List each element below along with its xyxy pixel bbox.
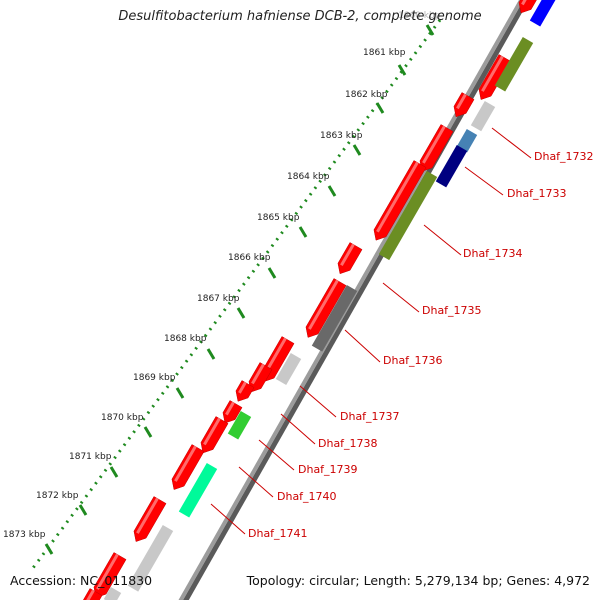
cds-highlight bbox=[203, 417, 221, 446]
scale-tick-label: 1865 kbp bbox=[257, 213, 300, 223]
cog-feature bbox=[456, 129, 478, 153]
scale-tick-label: 1868 kbp bbox=[164, 334, 207, 344]
scale-tick-label: 1862 kbp bbox=[345, 90, 388, 100]
cds-arrow bbox=[171, 444, 205, 490]
scale-tick-mark bbox=[109, 466, 119, 478]
cog-feature bbox=[227, 411, 252, 440]
scale-tick-mark bbox=[206, 348, 216, 360]
cds-arrow bbox=[248, 362, 273, 393]
cds-highlight bbox=[86, 589, 95, 600]
gene-label: Dhaf_1732 bbox=[534, 150, 594, 163]
scale-tick-label: 1871 kbp bbox=[69, 452, 112, 462]
scale-tick-mark bbox=[143, 426, 153, 438]
scale-tick-mark bbox=[267, 267, 277, 279]
scale-tick-mark bbox=[352, 144, 362, 156]
gene-label: Dhaf_1740 bbox=[277, 490, 337, 503]
cog-feature bbox=[127, 525, 174, 592]
scale-tick-label: 1867 kbp bbox=[197, 294, 240, 304]
cds-highlight bbox=[96, 553, 119, 590]
cds-arrow bbox=[337, 242, 363, 275]
cds-track bbox=[83, 0, 537, 600]
gene-label-leader bbox=[299, 385, 337, 418]
cds-highlight bbox=[174, 445, 197, 482]
cds-arrow bbox=[235, 380, 255, 402]
cog-feature bbox=[103, 587, 122, 600]
gene-label-leader bbox=[344, 329, 381, 363]
genome-summary-text: Topology: circular; Length: 5,279,134 bp… bbox=[246, 573, 590, 588]
gene-label: Dhaf_1738 bbox=[318, 437, 378, 450]
gene-label: Dhaf_1741 bbox=[248, 527, 308, 540]
cds-highlight bbox=[308, 279, 339, 330]
gene-label: Dhaf_1734 bbox=[463, 247, 523, 260]
cog-feature bbox=[311, 285, 358, 352]
cds-highlight bbox=[340, 243, 355, 267]
gene-label-leader bbox=[238, 466, 274, 498]
scale-tick-label: 1869 kbp bbox=[133, 373, 176, 383]
cds-highlight bbox=[225, 401, 235, 416]
cds-highlight bbox=[251, 363, 265, 385]
cds-highlight bbox=[376, 161, 419, 233]
scale-tick-mark bbox=[78, 504, 88, 516]
scale-tick-mark bbox=[44, 543, 54, 555]
cds-arrow bbox=[373, 160, 427, 241]
scale-tick-mark bbox=[175, 387, 185, 399]
cog-feature bbox=[470, 101, 496, 132]
gene-label: Dhaf_1737 bbox=[340, 410, 400, 423]
scale-tick-label: 1861 kbp bbox=[363, 48, 406, 58]
cog-feature bbox=[529, 0, 556, 27]
gene-label: Dhaf_1735 bbox=[422, 304, 482, 317]
cog-feature bbox=[178, 463, 218, 518]
scale-tick-mark bbox=[327, 185, 337, 197]
cds-arrow bbox=[453, 92, 475, 118]
scale-tick-mark bbox=[298, 226, 308, 238]
gene-label: Dhaf_1733 bbox=[507, 187, 567, 200]
cds-arrow bbox=[305, 278, 347, 338]
cds-highlight bbox=[136, 497, 159, 534]
cds-arrow bbox=[133, 496, 167, 542]
scale-tick-mark bbox=[397, 64, 407, 76]
cog-feature bbox=[378, 171, 438, 261]
gene-label: Dhaf_1739 bbox=[298, 463, 358, 476]
scale-tick-label: 1863 kbp bbox=[320, 131, 363, 141]
gene-labels: Dhaf_1732 Dhaf_1733 Dhaf_1734 Dhaf_1735 Dhaf… bbox=[210, 127, 594, 540]
scale-tick-mark bbox=[236, 307, 246, 319]
cds-highlight bbox=[238, 381, 247, 394]
gene-label-leader bbox=[210, 503, 246, 535]
scale-tick-label: 1860 kbp bbox=[398, 11, 441, 21]
cog-feature bbox=[494, 37, 534, 92]
scale-ruler: 1860 kbp 1861 kbp 1862 kbp 1863 kbp 1864 kbp… bbox=[3, 11, 442, 573]
cds-highlight bbox=[481, 55, 504, 92]
scale-tick-label: 1866 kbp bbox=[228, 253, 271, 263]
gene-label-leader bbox=[491, 127, 532, 159]
scale-tick-label: 1864 kbp bbox=[287, 172, 330, 182]
scale-tick-label: 1870 kbp bbox=[101, 413, 144, 423]
scale-tick-mark bbox=[425, 24, 435, 36]
cds-arrow bbox=[200, 416, 229, 454]
gene-label-leader bbox=[423, 224, 462, 256]
cds-highlight bbox=[422, 125, 446, 164]
gene-label: Dhaf_1736 bbox=[383, 354, 443, 367]
cog-feature bbox=[275, 353, 302, 385]
cds-arrow bbox=[419, 124, 454, 172]
gene-label-leader bbox=[382, 282, 420, 313]
genome-title: Desulfitobacterium hafniense DCB-2, comp… bbox=[118, 9, 482, 24]
scale-tick-label: 1873 kbp bbox=[3, 530, 46, 540]
accession-text: Accession: NC_011830 bbox=[10, 573, 153, 588]
gene-label-leader bbox=[280, 413, 316, 445]
scale-tick-label: 1872 kbp bbox=[36, 491, 79, 501]
gene-label-leader bbox=[258, 439, 295, 471]
scale-tick-mark bbox=[375, 102, 385, 114]
cds-arrow bbox=[478, 54, 512, 100]
cds-highlight bbox=[456, 93, 467, 110]
gene-label-leader bbox=[464, 166, 504, 196]
cds-highlight bbox=[521, 0, 527, 6]
cog-feature bbox=[435, 145, 468, 188]
backbone-shadow bbox=[183, 0, 530, 600]
cds-arrow bbox=[222, 400, 243, 424]
cog-track bbox=[103, 0, 556, 600]
